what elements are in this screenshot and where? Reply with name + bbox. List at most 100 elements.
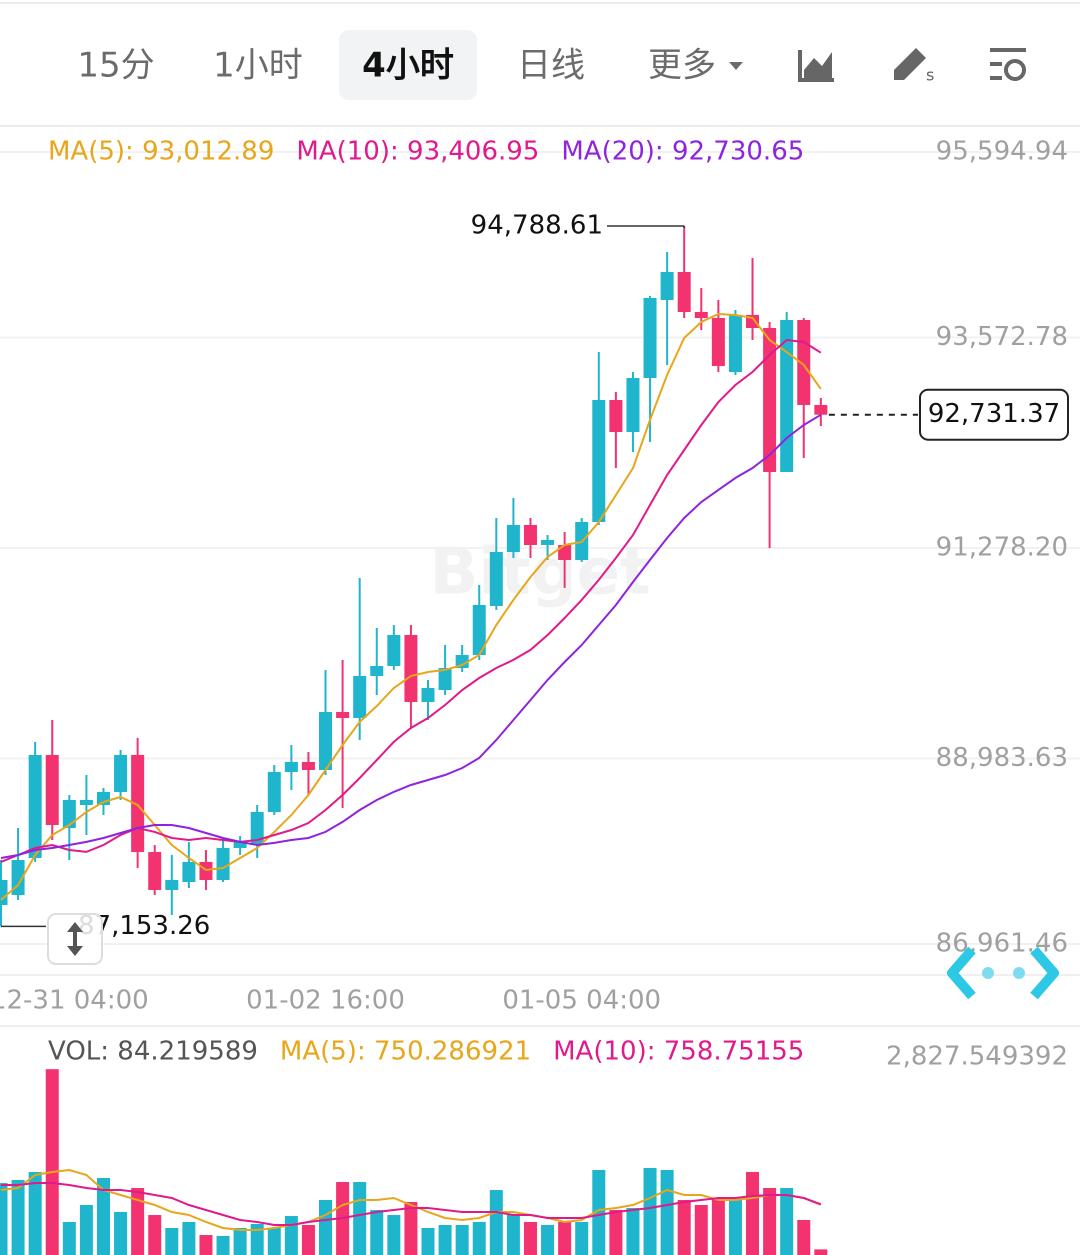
icon-part (982, 967, 994, 979)
price-chart: 12-31 04:00 01-02 16:00 01-05 04:00 86,961.… (0, 137, 1080, 1016)
candle-body (592, 399, 606, 522)
candle-body (626, 377, 640, 432)
candle-body (694, 311, 708, 318)
icon-part (1013, 967, 1025, 979)
candle-body (523, 524, 537, 545)
candle-body (216, 847, 230, 880)
ma-line (0, 413, 822, 859)
volume-bar (421, 1227, 435, 1255)
settings-icon[interactable] (990, 48, 1026, 81)
candle-body (609, 399, 623, 432)
icon-part (990, 48, 1026, 52)
candle-body (250, 812, 264, 845)
y-tick-label: 88,983.63 (936, 743, 1068, 773)
y-tick-label: 95,594.94 (936, 137, 1068, 167)
candle-body (353, 675, 367, 718)
candle-body (541, 539, 555, 545)
icon-part (1004, 59, 1026, 81)
volume-bar (558, 1221, 572, 1255)
tab[interactable]: 1小时 (213, 46, 303, 86)
candle-body (472, 604, 486, 655)
tab[interactable]: 日线 (517, 46, 585, 86)
candle-body (506, 524, 520, 552)
candle-body (319, 711, 333, 770)
tab[interactable]: 更多 (648, 46, 716, 86)
button-arrows (73, 930, 77, 948)
volume-bar (438, 1224, 452, 1255)
candle-body (114, 754, 128, 792)
candle-body (370, 665, 384, 676)
candle-body (643, 297, 657, 378)
volume-bar (114, 1212, 128, 1255)
volume-bar (780, 1188, 794, 1255)
volume-bar (0, 1183, 8, 1255)
volume-bar (370, 1210, 384, 1255)
ma-line (0, 312, 822, 901)
tab[interactable]: 15分 (77, 46, 154, 86)
legend-entry: VOL: 84.219589 (48, 1037, 258, 1067)
volume-bar (472, 1221, 486, 1255)
candle-body (404, 634, 418, 702)
scale-button[interactable] (47, 913, 103, 965)
x-tick-label: 01-05 04:00 (502, 986, 661, 1016)
volume-bar (455, 1224, 469, 1255)
candle-body (814, 404, 828, 415)
volume-bar (711, 1197, 725, 1255)
icon-part (1030, 946, 1059, 1000)
candle-body (182, 861, 196, 882)
last-price-label: 92,731.37 (928, 399, 1060, 429)
volume-bar (387, 1215, 401, 1255)
icon-part (894, 48, 926, 80)
volume-bar (165, 1227, 179, 1255)
candle-body (421, 687, 435, 702)
candle-body (780, 319, 794, 472)
icon-part (804, 52, 832, 78)
volume-bar (45, 1069, 59, 1255)
volume-bar (575, 1221, 589, 1255)
last-price-box (919, 388, 1069, 441)
watermark: Bitget (429, 536, 650, 610)
volume-ma-line (0, 1168, 822, 1231)
icon-part (990, 62, 1002, 66)
candle-body (11, 859, 25, 895)
candle-body (28, 754, 42, 858)
chart-type-icon[interactable] (798, 50, 834, 82)
dropdown-arrow (729, 62, 743, 70)
nav-icon[interactable] (947, 946, 1059, 1000)
volume-bar (96, 1177, 110, 1255)
candle-body (455, 654, 469, 668)
icon-part (798, 50, 802, 80)
volume-bar (11, 1180, 25, 1255)
candle-body (79, 799, 93, 805)
volume-bar (28, 1171, 42, 1255)
volume-bar (216, 1236, 230, 1255)
volume-bar (728, 1199, 742, 1255)
y-tick-label: 86,961.46 (936, 929, 1068, 959)
volume-bar (592, 1169, 606, 1255)
icon-part (947, 946, 976, 1000)
volume-bar (182, 1221, 196, 1255)
candle-body (165, 879, 179, 890)
legend-entry: MA(10): 93,406.95 (296, 137, 539, 167)
volume-bar (79, 1205, 93, 1255)
tab[interactable]: 4小时 (362, 46, 454, 86)
volume-bar (814, 1249, 828, 1255)
candle-body (489, 551, 503, 606)
draw-tool-icon[interactable]: s (894, 48, 934, 85)
volume-bar (609, 1210, 623, 1255)
candle-body (387, 634, 401, 666)
candle-body (267, 771, 281, 813)
candle-body (677, 271, 691, 312)
volume-bar (148, 1215, 162, 1255)
legend-entry: MA(5): 750.286921 (280, 1037, 531, 1067)
candle-body (763, 327, 777, 472)
candle-body (233, 841, 247, 848)
volume-bar (677, 1199, 691, 1255)
y-tick-label: 91,278.20 (936, 533, 1068, 563)
volume-bar (523, 1221, 537, 1255)
volume-bar (404, 1201, 418, 1255)
volume-bar (694, 1205, 708, 1255)
volume-bar (797, 1219, 811, 1255)
